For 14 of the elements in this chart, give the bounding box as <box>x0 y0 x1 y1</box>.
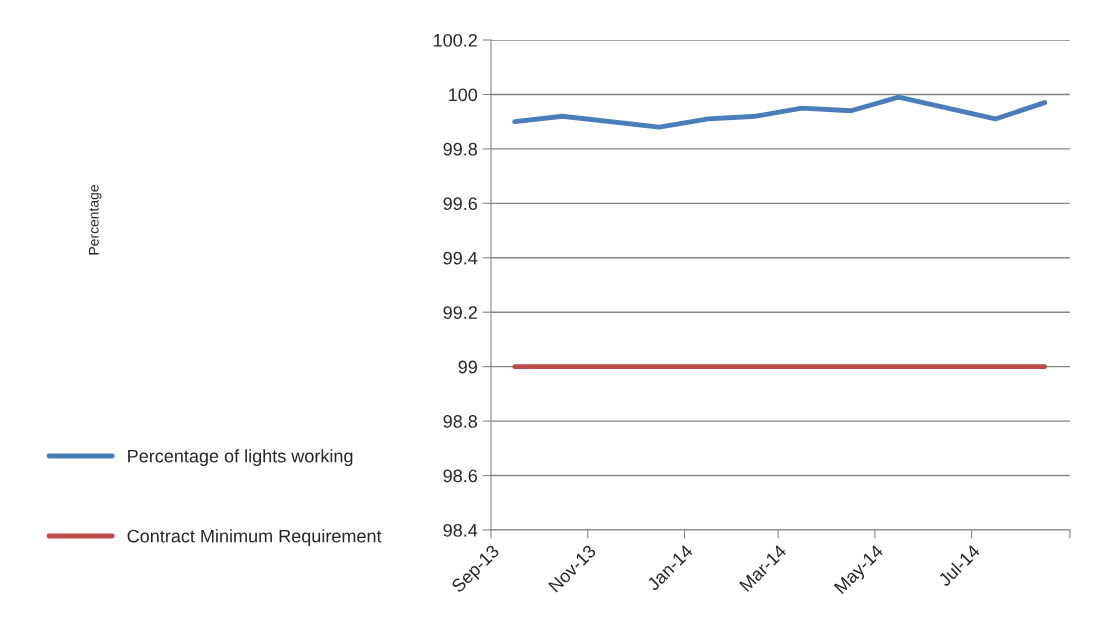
line-series <box>512 94 1048 130</box>
y-tick-label: 99.6 <box>443 197 478 211</box>
y-tick-label: 99 <box>458 360 477 374</box>
y-tick-label: 100 <box>449 88 478 102</box>
y-tick-label: 99.8 <box>443 142 478 156</box>
y-tick-label: 98.6 <box>443 469 478 483</box>
legend-label: Contract Minimum Requirement <box>127 529 382 547</box>
y-tick-label: 100.2 <box>434 33 477 47</box>
y-tick-label: 98.8 <box>443 415 478 428</box>
y-tick-label: 99.2 <box>443 306 477 319</box>
legend-label: Percentage of lights working <box>128 449 353 467</box>
y-tick-label: 98.4 <box>443 523 478 537</box>
text: Percentage <box>89 185 102 255</box>
y-tick-label: 99.4 <box>443 251 478 265</box>
